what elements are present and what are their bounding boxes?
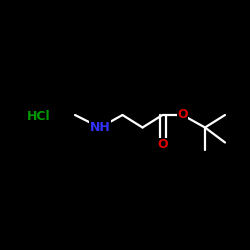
Text: HCl: HCl — [27, 110, 50, 123]
Text: O: O — [157, 138, 168, 151]
Text: O: O — [177, 108, 188, 122]
Text: NH: NH — [90, 121, 110, 134]
